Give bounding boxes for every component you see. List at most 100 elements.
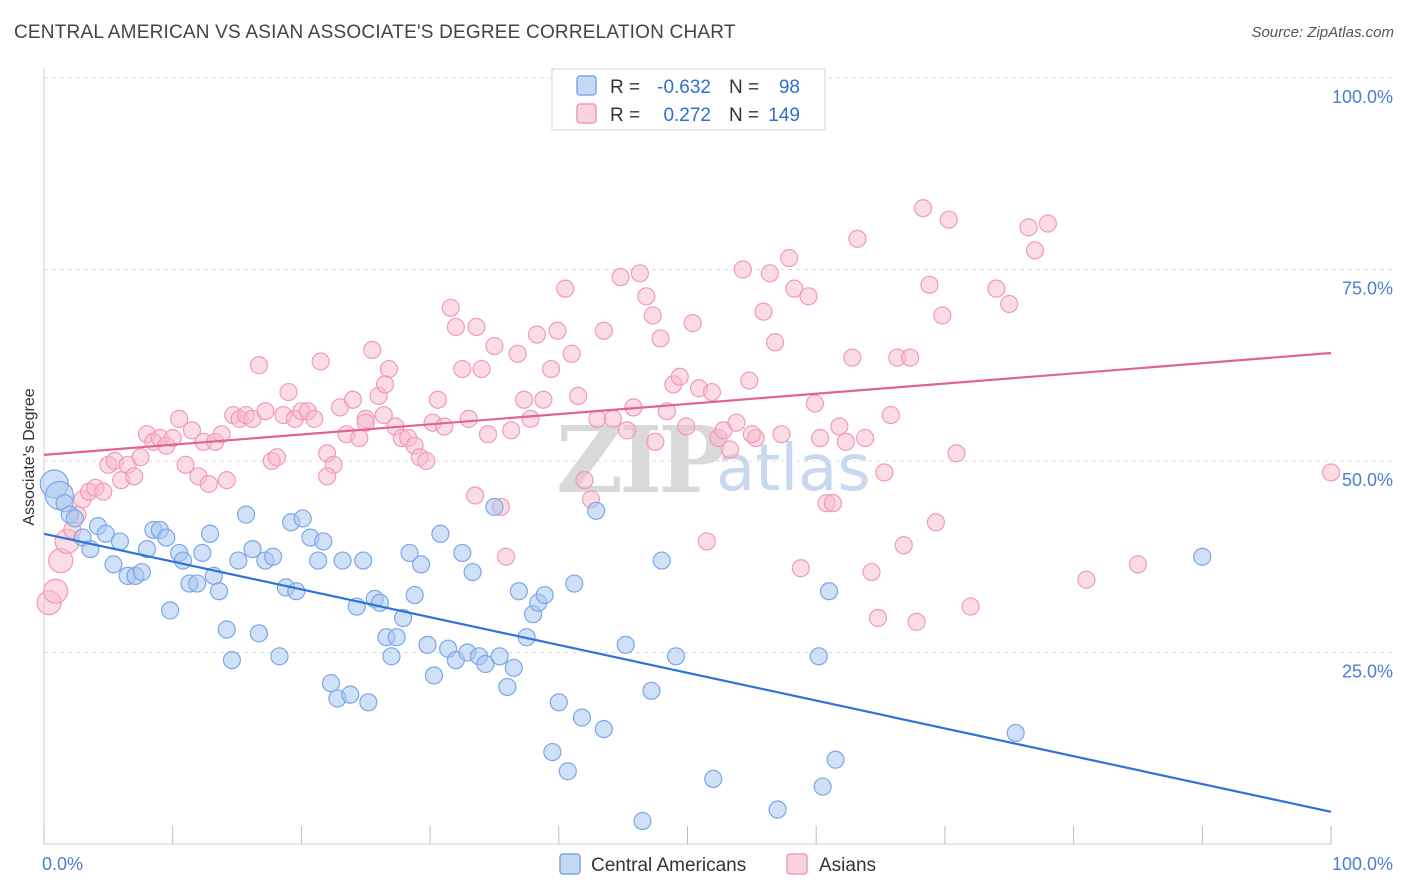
asian-point	[848, 229, 867, 248]
central-american-point	[485, 497, 504, 517]
asian-point	[799, 287, 818, 306]
central-american-point	[633, 811, 652, 831]
asian-point	[182, 421, 202, 440]
central-american-point	[768, 800, 787, 819]
asian-point	[637, 287, 656, 306]
asian-point	[907, 612, 926, 631]
asian-point	[199, 474, 218, 494]
asian-point	[594, 321, 613, 340]
asian-point	[805, 394, 825, 413]
central-american-point	[382, 647, 401, 666]
central-american-point	[354, 551, 373, 570]
asian-point	[823, 494, 843, 513]
asian-point	[843, 348, 862, 367]
asian-point	[742, 425, 761, 444]
asian-point	[379, 359, 399, 379]
trend-lines	[43, 351, 1332, 813]
central-american-point	[813, 777, 832, 796]
y-tick-label: 25.0%	[1342, 662, 1393, 682]
central-american-point	[132, 562, 151, 582]
asian-point	[363, 340, 382, 360]
central-american-point	[1193, 547, 1212, 566]
bottom-legend-swatch-asian	[786, 853, 808, 875]
asian-point	[875, 463, 894, 482]
bottom-legend-label-central: Central Americans	[591, 855, 746, 876]
asian-point	[727, 413, 746, 432]
asian-point	[514, 390, 534, 409]
asian-point	[670, 367, 689, 386]
x-tick-label-max: 100.0%	[1332, 854, 1393, 874]
asian-point	[267, 448, 287, 467]
central-american-point	[642, 681, 661, 700]
asian-point	[94, 482, 113, 501]
central-american-point	[309, 551, 328, 570]
asian-point	[881, 405, 900, 425]
legend-r-label-central: R =	[610, 77, 640, 98]
asian-point	[428, 390, 447, 409]
asian-point	[467, 317, 486, 337]
bottom-legend-swatch-central	[559, 853, 581, 875]
asian-point	[920, 275, 939, 294]
asian-point	[176, 455, 195, 474]
asian-point	[217, 471, 236, 490]
legend-r-label-asian: R =	[610, 105, 640, 126]
central-american-point	[222, 651, 242, 670]
central-american-point	[293, 509, 312, 528]
central-american-point	[387, 628, 406, 647]
asian-point	[478, 425, 498, 444]
asian-point	[548, 321, 567, 340]
asian-point	[961, 597, 980, 616]
asian-point	[894, 536, 913, 555]
legend-n-label-central: N =	[729, 77, 759, 98]
central-american-point	[263, 547, 283, 566]
central-american-point	[1006, 723, 1025, 743]
y-tick-label: 50.0%	[1342, 470, 1393, 490]
asian-point	[256, 402, 275, 421]
x-tick-label-min: 0.0%	[42, 854, 83, 874]
central-american-point	[558, 762, 577, 781]
asian-point	[124, 467, 144, 486]
asian-point	[575, 471, 594, 490]
y-axis-label: Associate's Degree	[21, 388, 38, 525]
central-american-point	[819, 582, 839, 601]
asian-point	[926, 513, 945, 532]
central-american-point	[535, 585, 554, 605]
asian-point	[933, 306, 952, 325]
central-american-point	[405, 585, 424, 605]
asians-trend-line	[43, 351, 1332, 456]
asian-point	[643, 306, 662, 325]
axes	[43, 68, 1332, 845]
central-american-point	[809, 647, 828, 666]
central-american-point	[704, 769, 723, 788]
asian-point	[836, 432, 855, 451]
asian-point	[343, 390, 362, 409]
asian-point	[646, 432, 665, 451]
asian-point	[446, 317, 465, 337]
asian-point	[810, 428, 830, 448]
central-american-point	[400, 543, 419, 563]
asian-point	[791, 559, 810, 578]
asian-point	[772, 425, 791, 444]
central-american-point	[504, 658, 523, 677]
central-american-point	[249, 624, 269, 643]
asian-point	[677, 417, 696, 436]
asian-point	[1019, 218, 1038, 237]
central-american-point	[314, 532, 333, 551]
central-american-point	[666, 647, 686, 666]
asian-point	[131, 448, 150, 467]
central-american-point	[572, 708, 592, 727]
asian-point	[754, 302, 773, 321]
central-american-point	[616, 635, 635, 654]
central-american-point	[490, 647, 509, 666]
y-tick-labels: 25.0% 50.0% 75.0% 100.0%	[1332, 87, 1393, 682]
asian-point	[740, 371, 759, 390]
asian-point	[780, 248, 799, 268]
central-american-point	[565, 574, 584, 593]
chart-source: Source: ZipAtlas.com	[1251, 24, 1394, 41]
asian-point	[603, 409, 622, 428]
asian-point	[760, 264, 779, 283]
central-american-point	[321, 674, 341, 693]
asian-point	[785, 279, 804, 298]
asian-point	[249, 356, 269, 375]
asian-point	[611, 268, 630, 287]
